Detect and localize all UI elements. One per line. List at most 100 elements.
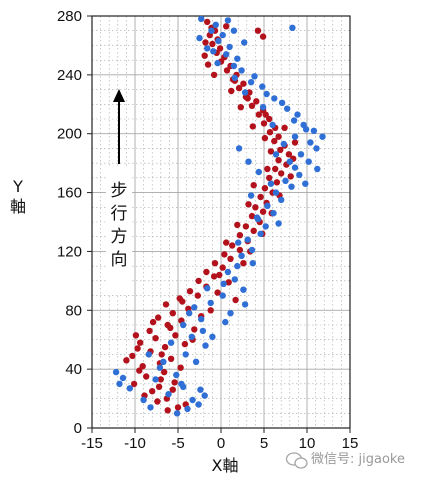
x-tick-label: -10 [124, 435, 146, 452]
data-point-red [245, 201, 252, 208]
data-point-red [291, 139, 299, 146]
data-point-blue [302, 180, 309, 187]
data-point-red [234, 221, 241, 229]
data-point-blue [270, 210, 277, 217]
data-point-blue [223, 51, 230, 58]
data-point-blue [195, 401, 202, 408]
data-point-blue [294, 111, 301, 118]
data-point-red [237, 104, 244, 111]
data-point-blue [180, 321, 187, 329]
data-point-blue [264, 202, 271, 209]
x-axis-title: X軸 [212, 456, 239, 475]
data-point-red [259, 208, 267, 215]
data-point-blue [152, 376, 159, 383]
data-point-red [253, 98, 260, 105]
data-point-red [132, 332, 140, 339]
data-point-red [278, 170, 285, 177]
data-point-blue [210, 48, 217, 55]
data-point-blue [178, 380, 185, 388]
data-point-blue [259, 83, 266, 90]
data-point-blue [253, 214, 261, 221]
data-point-blue [219, 292, 226, 299]
data-point-blue [227, 310, 234, 317]
data-point-red [162, 301, 170, 308]
data-point-blue [286, 158, 293, 165]
annotation-char: 向 [111, 250, 128, 270]
data-point-blue [247, 192, 255, 199]
data-point-blue [189, 396, 196, 404]
data-point-red [236, 232, 244, 239]
data-point-blue [238, 252, 245, 259]
data-point-red [172, 332, 179, 339]
data-point-red [155, 383, 163, 390]
data-point-blue [291, 133, 299, 140]
y-axis-tick-labels: 0 40 80 120 160 200 240 280 [57, 8, 82, 437]
data-point-red [229, 242, 236, 249]
data-point-red [255, 111, 262, 118]
data-point-blue [289, 24, 296, 31]
annotation-char: 方 [111, 227, 128, 247]
x-tick-label: -5 [171, 435, 184, 452]
data-point-red [219, 264, 226, 271]
data-point-red [174, 404, 182, 411]
data-point-red [223, 239, 230, 246]
data-point-blue [214, 59, 221, 67]
data-point-red [285, 151, 293, 158]
data-point-red [223, 67, 231, 74]
data-point-red [242, 223, 250, 230]
data-point-red [254, 27, 262, 34]
data-point-blue [280, 140, 287, 148]
data-point-red [164, 407, 171, 414]
data-point-red [161, 368, 168, 376]
data-point-blue [219, 31, 226, 39]
data-point-red [232, 296, 239, 304]
data-point-blue [212, 21, 219, 28]
data-point-blue [197, 386, 204, 393]
walking-direction-annotation: 步 行 方 向 [106, 89, 132, 294]
data-point-red [181, 340, 189, 348]
data-point-blue [313, 145, 320, 152]
data-point-blue [167, 339, 175, 346]
data-point-blue [188, 333, 195, 340]
data-point-red [194, 292, 201, 299]
data-point-blue [173, 410, 181, 417]
annotation-char: 行 [111, 204, 128, 224]
data-point-blue [192, 358, 200, 365]
data-point-red [123, 357, 130, 364]
data-point-blue [215, 37, 222, 45]
data-point-red [134, 345, 141, 352]
data-point-blue [184, 405, 191, 413]
x-tick-label: 5 [260, 435, 268, 452]
data-point-red [146, 327, 153, 335]
data-point-blue [207, 299, 214, 307]
y-axis-title-line-1: Y [12, 177, 23, 196]
data-point-red [214, 289, 221, 296]
data-point-blue [126, 385, 133, 392]
scatter-points [112, 15, 326, 417]
data-point-blue [209, 333, 216, 340]
data-point-blue [198, 15, 205, 23]
y-tick-label: 80 [65, 302, 82, 319]
data-point-blue [271, 95, 278, 102]
data-point-red [273, 179, 281, 186]
data-point-red [191, 326, 198, 333]
data-point-blue [112, 368, 120, 376]
data-point-red [155, 314, 162, 321]
data-point-blue [272, 151, 280, 158]
data-point-blue [296, 171, 303, 179]
data-point-blue [249, 260, 256, 267]
y-tick-label: 280 [57, 8, 82, 25]
data-point-blue [314, 165, 321, 173]
data-point-blue [231, 74, 238, 82]
data-point-blue [204, 285, 211, 292]
data-point-blue [182, 351, 189, 358]
data-point-red [264, 165, 271, 173]
data-point-red [221, 251, 228, 258]
data-point-red [257, 193, 264, 201]
y-tick-label: 200 [57, 126, 82, 143]
y-tick-label: 120 [57, 243, 82, 260]
data-point-blue [267, 180, 275, 187]
data-point-red [209, 40, 216, 48]
data-point-red [227, 255, 234, 262]
